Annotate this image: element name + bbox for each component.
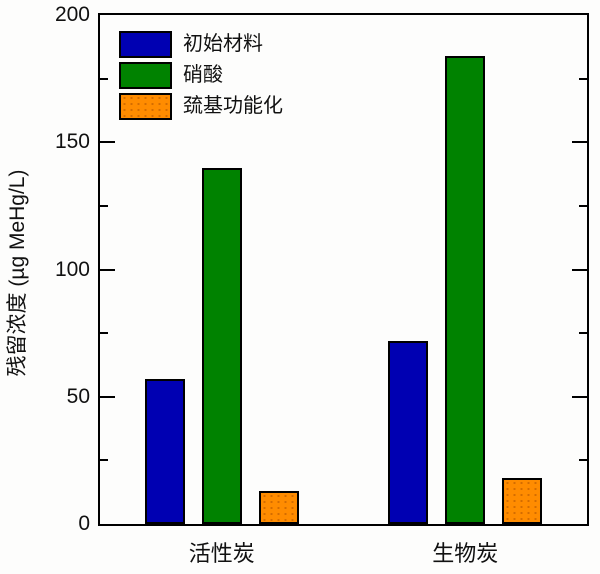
y-minor-tick: [579, 204, 587, 207]
y-major-tick: [100, 395, 115, 398]
y-major-tick: [572, 395, 587, 398]
bar-series0-group0: [144, 379, 185, 524]
y-minor-tick: [579, 332, 587, 335]
x-category-label: 活性炭: [188, 541, 255, 566]
plot-area: 初始材料硝酸巯基功能化: [98, 13, 589, 526]
y-tick-label: 50: [66, 384, 90, 408]
y-minor-tick: [100, 204, 108, 207]
legend-label: 巯基功能化: [183, 95, 283, 117]
bar-series2-group0: [258, 491, 299, 524]
y-minor-tick: [100, 77, 108, 80]
legend-swatch: [119, 93, 172, 120]
legend-swatch: [119, 31, 172, 58]
y-axis-title: 残留浓度 (µg MeHg/L): [6, 169, 29, 377]
y-tick-label: 0: [78, 512, 90, 535]
x-category-label: 生物炭: [432, 541, 499, 566]
y-major-tick: [572, 268, 587, 271]
y-major-tick: [572, 141, 587, 144]
legend-item: 初始材料: [119, 31, 283, 58]
y-tick-label: 200: [54, 3, 90, 26]
y-minor-tick: [579, 77, 587, 80]
y-minor-tick: [100, 459, 108, 462]
bar-series0-group1: [388, 341, 429, 524]
legend-item: 硝酸: [119, 62, 283, 89]
y-major-tick: [100, 141, 115, 144]
y-tick-label: 150: [54, 130, 90, 154]
y-minor-tick: [100, 332, 108, 335]
y-minor-tick: [579, 459, 587, 462]
legend-label: 硝酸: [183, 64, 223, 86]
legend-label: 初始材料: [183, 33, 263, 55]
bar-series1-group0: [201, 168, 242, 524]
legend: 初始材料硝酸巯基功能化: [119, 31, 283, 124]
y-tick-label: 100: [54, 257, 90, 281]
bar-series2-group1: [502, 478, 543, 524]
y-major-tick: [100, 268, 115, 271]
bar-series1-group1: [445, 56, 486, 524]
plot-inner: 初始材料硝酸巯基功能化: [100, 15, 587, 524]
legend-item: 巯基功能化: [119, 93, 283, 120]
legend-swatch: [119, 62, 172, 89]
